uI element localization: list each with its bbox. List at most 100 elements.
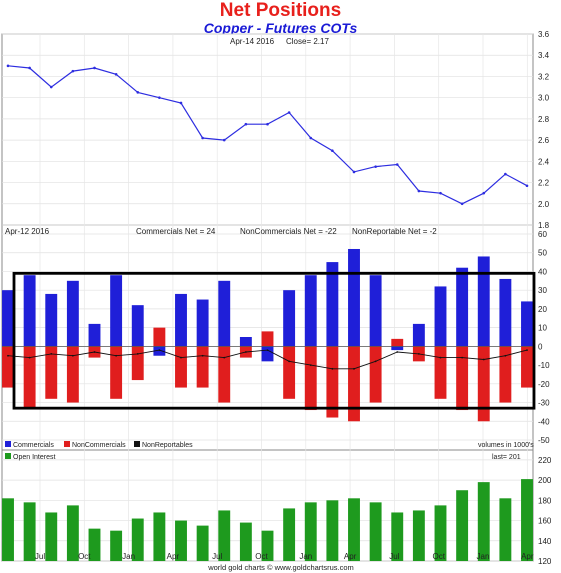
noncommercials-bar: [110, 346, 123, 399]
open-interest-bar: [477, 482, 490, 561]
price-point: [244, 122, 248, 126]
chart-subtitle: Copper - Futures COTs: [203, 20, 358, 36]
open-interest-bar: [239, 522, 252, 561]
nonreportables-point: [288, 360, 291, 363]
oi-y-tick-label: 140: [538, 537, 552, 546]
open-interest-bar: [175, 520, 187, 561]
cot-caption-noncommercials: NonCommercials Net = -22: [240, 227, 337, 236]
cot-y-tick-label: -30: [538, 399, 550, 408]
open-interest-bar: [153, 512, 166, 561]
open-interest-bar: [45, 512, 58, 561]
commercials-bar: [23, 275, 36, 347]
noncommercials-bar: [434, 346, 447, 399]
noncommercials-bar: [326, 346, 339, 418]
nonreportables-point: [504, 354, 507, 357]
price-point: [201, 136, 204, 140]
noncommercials-bar: [66, 346, 79, 403]
x-tick-label: Jan: [122, 552, 135, 561]
open-interest-bar: [2, 498, 14, 561]
price-point: [93, 66, 96, 70]
x-tick-label: Oct: [432, 552, 445, 561]
commercials-bar: [88, 323, 101, 347]
x-tick-label: Jan: [299, 552, 312, 561]
x-axis: Jul Oct Jan Apr Jul Oct Jan Apr Jul Oct Jan Apr: [35, 552, 534, 561]
nonreportables-point: [244, 351, 247, 353]
nonreportables-point: [331, 367, 334, 370]
noncommercials-bar: [45, 346, 58, 399]
noncommercials-bar: [175, 346, 187, 388]
price-point: [525, 184, 529, 188]
commercials-bar: [456, 267, 469, 347]
noncommercials-bar: [391, 338, 404, 347]
noncommercials-bar: [369, 346, 382, 403]
price-point: [417, 189, 421, 193]
price-point: [158, 96, 161, 99]
nonreportables-point: [396, 351, 399, 353]
nonreportables-point: [93, 351, 96, 353]
commercials-bar: [283, 290, 296, 347]
price-y-tick-label: 3.6: [538, 30, 550, 39]
price-point: [460, 202, 464, 206]
price-point: [136, 91, 140, 94]
price-point: [482, 191, 486, 195]
price-y-tick-label: 1.8: [538, 221, 550, 230]
nonreportables-point: [374, 360, 377, 363]
x-tick-label: Jul: [389, 552, 399, 561]
nonreportables-point: [71, 354, 74, 357]
x-tick-label: Jul: [35, 552, 45, 561]
open-interest-bar: [348, 498, 360, 561]
open-interest-bar: [283, 508, 296, 561]
nonreportables-point: [136, 352, 139, 355]
open-interest-bar: [391, 512, 404, 561]
commercials-bar: [434, 286, 447, 347]
nonreportables-point: [417, 352, 420, 355]
commercials-bar: [45, 293, 58, 347]
oi-y-tick-label: 220: [538, 456, 552, 465]
open-interest-bar: [326, 500, 339, 561]
noncommercials-bar: [499, 346, 512, 403]
nonreportables-point: [223, 356, 226, 359]
open-interest-bar: [110, 530, 123, 561]
highlight-box: [12, 271, 536, 410]
nonreportables-point: [50, 352, 53, 355]
commercials-bar: [499, 278, 512, 347]
price-point: [179, 101, 183, 105]
cot-y-tick-label: -40: [538, 417, 550, 426]
nonreportables-point: [7, 354, 9, 357]
nonreportables-point: [353, 367, 355, 370]
footer-credit: world gold charts © www.goldchartsrus.co…: [207, 563, 354, 572]
price-y-tick-label: 2.4: [538, 157, 550, 166]
open-interest-bar: [218, 510, 231, 561]
y-axes: 3.6 3.4 3.2 3.0 2.8 2.6 2.4 2.2 2.0 1.860 50 40 30 20…: [538, 30, 552, 566]
nonreportables-point: [526, 349, 528, 352]
cot-y-tick-label: -50: [538, 436, 550, 445]
cot-y-tick-label: 30: [538, 286, 547, 295]
cot-caption-commercials: Commercials Net = 24: [136, 227, 216, 236]
nonreportables-point: [201, 354, 204, 357]
open-interest-bar: [369, 502, 382, 561]
price-point: [6, 64, 10, 68]
nonreportables-point: [180, 356, 182, 359]
cot-y-tick-label: -10: [538, 361, 550, 370]
nonreportables-point: [482, 358, 485, 361]
open-interest-bar: [521, 479, 533, 561]
nonreportables-point: [309, 364, 312, 366]
x-tick-label: Oct: [255, 552, 268, 561]
price-point: [504, 172, 507, 176]
price-point: [49, 85, 53, 89]
noncommercials-bar: [477, 346, 490, 422]
commercials-bar: [391, 346, 404, 351]
price-point: [287, 111, 291, 114]
price-point: [374, 165, 377, 168]
open-interest-bar: [261, 530, 274, 561]
commercials-bar: [175, 293, 187, 347]
noncommercials-bar: [348, 346, 360, 422]
legend-swatch-open-interest: [5, 453, 11, 459]
commercials-bar: [66, 280, 79, 347]
price-point: [439, 191, 442, 195]
price-point: [28, 66, 31, 70]
price-panel: [6, 64, 529, 206]
x-tick-label: Apr: [521, 552, 534, 561]
cot-y-tick-label: 0: [538, 342, 543, 351]
